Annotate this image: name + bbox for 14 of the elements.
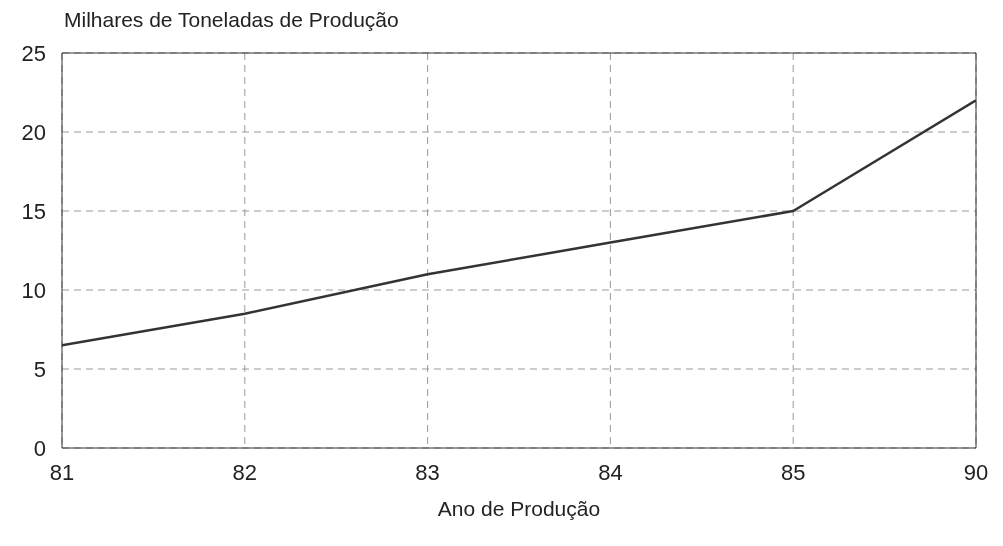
y-tick-label: 15 — [21, 198, 46, 224]
x-tick-label: 82 — [232, 459, 258, 485]
x-tick-label: 85 — [780, 459, 806, 485]
y-tick-label: 0 — [33, 435, 46, 461]
x-tick-label: 84 — [598, 459, 623, 485]
x-tick-label: 83 — [415, 459, 440, 485]
y-axis-title: Milhares de Toneladas de Produção — [64, 8, 399, 32]
x-tick-label: 90 — [963, 459, 989, 485]
y-tick-label: 20 — [21, 119, 46, 145]
x-tick-label: 81 — [49, 459, 75, 485]
y-tick-label: 25 — [21, 40, 46, 66]
x-axis-title: Ano de Produção — [437, 497, 601, 520]
y-tick-label: 10 — [21, 277, 46, 303]
y-tick-label: 5 — [33, 356, 46, 382]
